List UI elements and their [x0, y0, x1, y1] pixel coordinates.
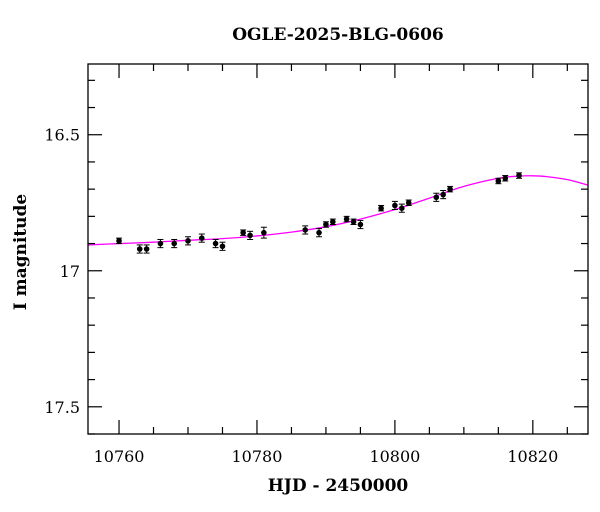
data-point-marker: [357, 221, 364, 228]
data-point: [378, 204, 385, 212]
plot-frame: [87, 63, 589, 435]
data-point-marker: [316, 229, 322, 236]
data-point: [316, 228, 323, 238]
data-point: [185, 236, 191, 246]
data-point-marker: [261, 229, 267, 236]
data-point-marker: [157, 240, 164, 247]
data-point-marker: [516, 172, 522, 179]
data-point: [219, 241, 226, 251]
x-tick-label: 10780: [232, 447, 283, 466]
data-point-marker: [433, 194, 440, 201]
data-point: [247, 230, 254, 240]
data-point: [357, 219, 364, 230]
chart-marks: [87, 172, 589, 254]
data-point-marker: [392, 202, 398, 209]
data-point-marker: [171, 240, 178, 247]
data-point: [495, 177, 502, 185]
data-point: [391, 200, 398, 211]
data-point: [440, 190, 447, 200]
x-tick-label: 10800: [369, 447, 420, 466]
y-tick-label: 17: [60, 262, 80, 281]
data-point-marker: [343, 216, 350, 222]
data-point: [260, 226, 267, 239]
y-tick-label: 17.5: [44, 398, 80, 417]
data-point-marker: [302, 227, 309, 233]
data-point: [516, 172, 523, 179]
plot-area: 10760 10780 10800 10820 16.5 17 17.5: [44, 63, 589, 466]
data-point: [502, 175, 509, 182]
data-point-marker: [405, 199, 412, 206]
data-point-marker: [378, 205, 384, 211]
data-point-marker: [240, 229, 246, 236]
data-point: [302, 225, 309, 235]
data-point-marker: [247, 232, 253, 239]
x-axis-label: HJD - 2450000: [268, 476, 409, 496]
chart-title: OGLE-2025-BLG-0606: [232, 25, 444, 45]
x-axis: 10760 10780 10800 10820: [94, 64, 568, 466]
x-tick-label: 10760: [94, 447, 145, 466]
data-point: [405, 199, 412, 206]
data-point-marker: [350, 218, 357, 225]
data-point-marker: [198, 235, 205, 241]
data-point: [329, 218, 336, 226]
data-point-marker: [219, 243, 226, 250]
data-point-marker: [136, 246, 143, 252]
data-point: [343, 215, 350, 223]
data-point: [398, 203, 405, 213]
data-point-marker: [143, 246, 150, 252]
data-point-marker: [323, 221, 329, 228]
y-axis: 16.5 17 17.5: [44, 79, 588, 435]
data-point-marker: [212, 240, 219, 247]
data-point: [212, 238, 219, 249]
data-point-marker: [440, 191, 446, 198]
data-point: [433, 192, 440, 202]
data-point-marker: [398, 205, 405, 211]
x-tick-label: 10820: [507, 447, 558, 466]
data-point: [157, 238, 164, 249]
data-point: [171, 238, 178, 249]
data-point-marker: [495, 178, 502, 184]
data-point-marker: [502, 175, 509, 182]
data-point-marker: [330, 218, 336, 225]
y-tick-label: 16.5: [44, 126, 80, 145]
data-point: [447, 185, 454, 193]
data-point: [116, 237, 123, 245]
model-curve: [87, 175, 589, 246]
data-point: [136, 244, 143, 254]
data-point: [143, 244, 150, 254]
data-point: [350, 218, 357, 226]
y-axis-label: I magnitude: [11, 194, 31, 311]
data-point-marker: [116, 238, 122, 244]
data-point-marker: [447, 186, 453, 192]
data-point: [240, 229, 247, 236]
data-point-marker: [185, 238, 191, 244]
data-point: [198, 233, 205, 243]
data-point: [322, 221, 329, 228]
